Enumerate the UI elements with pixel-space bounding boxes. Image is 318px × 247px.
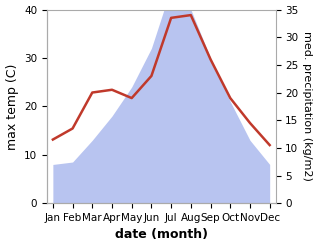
Y-axis label: max temp (C): max temp (C) [5,63,18,149]
Y-axis label: med. precipitation (kg/m2): med. precipitation (kg/m2) [302,31,313,181]
X-axis label: date (month): date (month) [115,228,208,242]
